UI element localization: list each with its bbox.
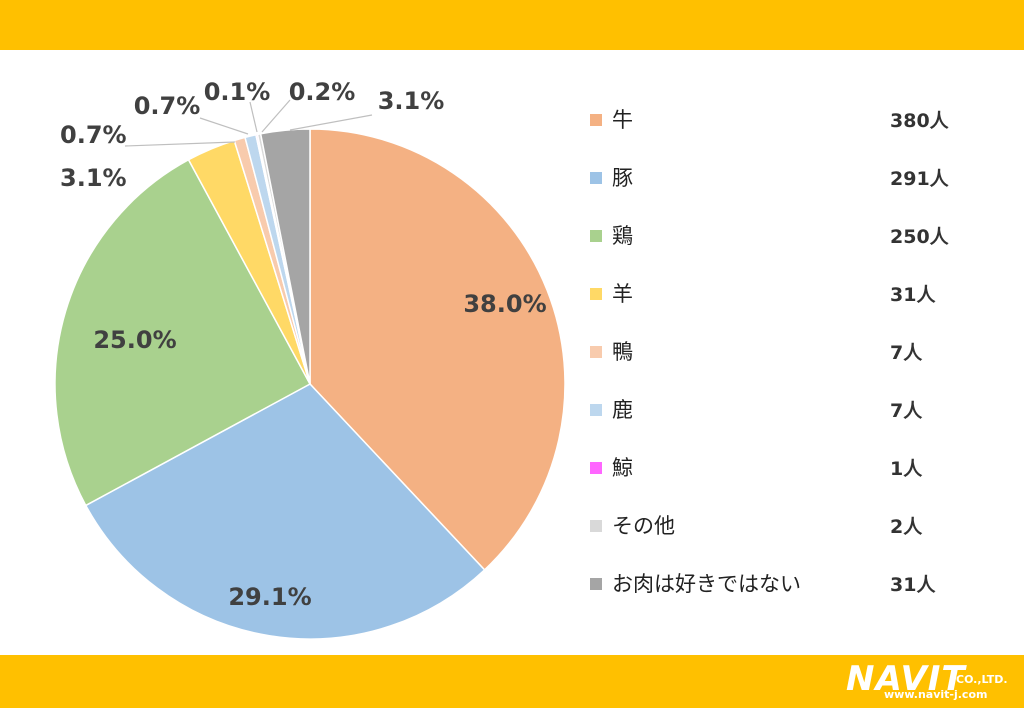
legend-count: 2人 (890, 516, 923, 538)
leader-line (261, 99, 291, 133)
legend-swatch (590, 520, 602, 532)
legend-item-whale: 鯨 1人 (590, 448, 990, 488)
leader-line (199, 117, 249, 135)
bottom-banner (0, 655, 1024, 708)
legend-item-chicken: 鶏 250人 (590, 216, 990, 256)
leader-line (249, 101, 258, 133)
data-label: 25.0% (93, 326, 176, 354)
legend-item-beef: 牛 380人 (590, 100, 990, 140)
pie-chart: 38.0%29.1%25.0%3.1%0.7%0.7% 0.1% 0.2% 3.1% (54, 78, 566, 640)
pie-slice (54, 158, 312, 507)
legend-count: 1人 (890, 458, 923, 480)
legend-label: お肉は好きではない (612, 572, 801, 596)
legend-label: その他 (612, 514, 675, 538)
legend-count: 7人 (890, 400, 923, 422)
legend-count: 7人 (890, 342, 923, 364)
legend-label: 鴨 (612, 340, 633, 364)
legend-count: 250人 (890, 226, 949, 248)
legend-label: 牛 (612, 108, 633, 132)
data-label: 29.1% (228, 583, 311, 611)
data-label: 0.1% (204, 78, 271, 106)
legend-swatch (590, 346, 602, 358)
logo-suffix: CO.,LTD. (956, 673, 1008, 686)
legend-swatch (590, 462, 602, 474)
data-label: 0.7% (134, 92, 201, 120)
leader-line (124, 141, 236, 147)
legend-count: 31人 (890, 284, 936, 306)
pie-slice (259, 128, 311, 385)
legend-count: 380人 (890, 110, 949, 132)
data-label: 3.1% (378, 87, 445, 115)
top-banner (0, 0, 1024, 50)
leader-line (289, 114, 373, 131)
data-label: 0.2% (289, 78, 356, 106)
legend-swatch (590, 288, 602, 300)
legend-swatch (590, 230, 602, 242)
legend-item-lamb: 羊 31人 (590, 274, 990, 314)
data-label: 38.0% (463, 290, 546, 318)
logo-url: www.navit-j.com (884, 688, 988, 701)
legend-label: 鯨 (612, 456, 633, 480)
legend-item-pork: 豚 291人 (590, 158, 990, 198)
legend-item-other: その他 2人 (590, 506, 990, 546)
legend-label: 鶏 (612, 224, 633, 248)
legend-swatch (590, 404, 602, 416)
legend-label: 豚 (612, 166, 633, 190)
logo-wordmark: NAVIT (846, 659, 966, 699)
pie-slice (84, 383, 486, 640)
legend-count: 31人 (890, 574, 936, 596)
legend-swatch (590, 172, 602, 184)
legend-swatch (590, 114, 602, 126)
legend-item-dislike-meat: お肉は好きではない 31人 (590, 564, 990, 604)
legend-swatch (590, 578, 602, 590)
data-label: 0.7% (60, 121, 127, 149)
legend-item-deer: 鹿 7人 (590, 390, 990, 430)
legend-item-duck: 鴨 7人 (590, 332, 990, 372)
pie-slice (309, 128, 566, 571)
legend-count: 291人 (890, 168, 949, 190)
legend-label: 鹿 (612, 398, 633, 422)
company-logo: NAVIT CO.,LTD. www.navit-j.com (846, 659, 1016, 703)
data-label: 3.1% (60, 164, 127, 192)
legend-label: 羊 (612, 282, 633, 306)
